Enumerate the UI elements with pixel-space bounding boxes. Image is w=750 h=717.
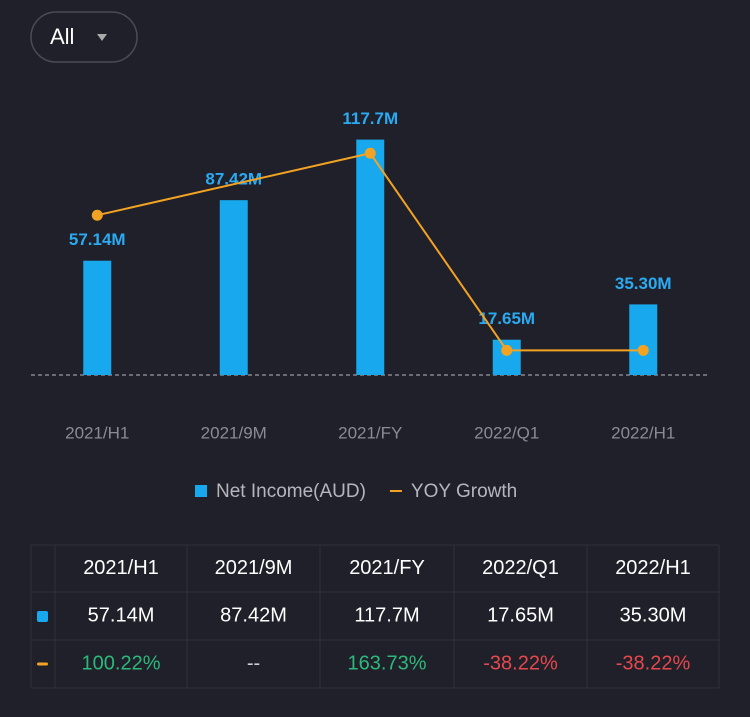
legend-label: Net Income(AUD) (216, 481, 366, 502)
value-label: 35.30M (615, 274, 672, 293)
bar (629, 304, 658, 375)
table-header: 2021/H1 (83, 557, 159, 579)
table-legend-icon (37, 611, 48, 622)
table-cell: -38.22% (483, 652, 558, 674)
x-tick-label: 2021/FY (338, 423, 402, 442)
filter-label[interactable]: All (50, 24, 74, 49)
table-header: 2021/FY (349, 557, 425, 579)
value-label: 117.7M (342, 109, 398, 128)
table-legend-icon (37, 662, 48, 666)
bar (83, 260, 112, 375)
bar (219, 200, 248, 375)
line-point (637, 344, 649, 356)
line-point (501, 344, 513, 356)
table-cell: 100.22% (82, 652, 161, 674)
x-tick-label: 2022/Q1 (474, 423, 539, 442)
table-header: 2022/Q1 (482, 557, 559, 579)
table-cell: 57.14M (88, 604, 155, 626)
table-cell: -- (247, 652, 260, 674)
dropdown-arrow (97, 34, 107, 41)
value-label: 17.65M (478, 309, 535, 328)
x-tick-label: 2022/H1 (611, 423, 675, 442)
table-cell: 163.73% (348, 652, 427, 674)
line-segment (369, 152, 508, 351)
table-cell: 87.42M (220, 604, 287, 626)
filter-dropdown[interactable] (30, 11, 138, 63)
x-tick-label: 2021/H1 (65, 423, 129, 442)
table-header: 2021/9M (215, 557, 293, 579)
line-point (364, 147, 376, 159)
x-tick-label: 2021/9M (201, 423, 267, 442)
legend-label: YOY Growth (411, 481, 517, 502)
bar (356, 139, 385, 375)
table-cell: 35.30M (620, 604, 687, 626)
table-cell: 17.65M (487, 604, 554, 626)
value-label: 57.14M (69, 230, 126, 249)
legend-swatch (195, 485, 207, 497)
table-cell: -38.22% (616, 652, 691, 674)
line-segment (97, 152, 371, 217)
table-cell: 117.7M (354, 604, 419, 626)
value-label: 87.42M (205, 170, 262, 189)
line-point (91, 209, 103, 221)
table-header: 2022/H1 (615, 557, 691, 579)
